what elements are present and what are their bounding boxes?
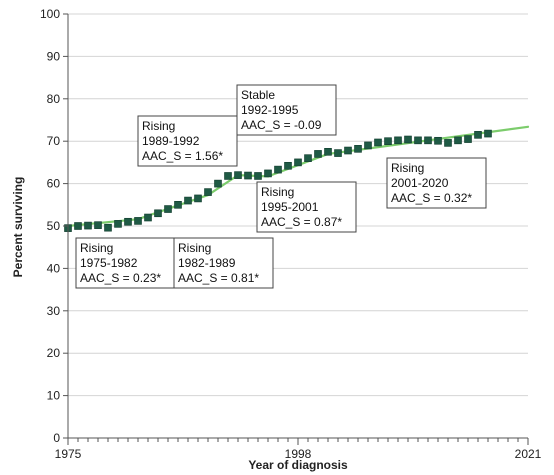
data-point [434, 136, 442, 145]
data-point [214, 179, 222, 188]
y-tick-label-70: 70 [47, 134, 61, 148]
annotation-line: AAC_S = 1.56* [142, 149, 223, 163]
annotation-line: AAC_S = 0.23* [80, 271, 161, 285]
annotation-frame [137, 115, 238, 167]
data-point [404, 135, 412, 144]
data-point [234, 171, 242, 179]
y-tick-label-60: 60 [47, 177, 61, 191]
data-point [164, 205, 172, 213]
data-point [424, 136, 432, 145]
data-point [194, 194, 202, 203]
annotation-line: Rising [80, 241, 113, 255]
annotation-line: Rising [178, 241, 211, 255]
data-point [94, 221, 102, 229]
data-point [484, 129, 492, 138]
data-point [354, 145, 362, 153]
x-tick-label-1975: 1975 [55, 447, 82, 461]
annotation-line: Rising [261, 185, 294, 199]
data-point [264, 169, 272, 178]
y-tick-label-0: 0 [53, 431, 60, 445]
y-tick-label-30: 30 [47, 304, 61, 318]
data-point [254, 172, 262, 180]
data-point [134, 217, 142, 225]
data-point [394, 136, 402, 145]
x-tick-label-2021: 2021 [515, 447, 542, 461]
data-point [124, 217, 132, 226]
annotation-line: 1982-1989 [178, 256, 236, 270]
y-tick-label-90: 90 [47, 49, 61, 63]
annotation-line: 1975-1982 [80, 256, 138, 270]
data-point [144, 213, 152, 222]
data-point [384, 137, 392, 145]
annotation-line: AAC_S = -0.09 [241, 118, 322, 132]
data-point [284, 161, 292, 170]
annotation-line: 1992-1995 [241, 103, 299, 117]
data-point [414, 136, 422, 145]
annotation-line: Rising [142, 119, 175, 133]
axes: 0 10 20 30 40 50 60 70 80 90 100 1975 1998 2021 [40, 7, 542, 461]
data-point [204, 188, 212, 196]
y-tick-label-80: 80 [47, 92, 61, 106]
data-point [304, 154, 312, 162]
data-point [454, 136, 462, 145]
data-point [294, 158, 302, 167]
data-point [444, 139, 452, 147]
data-point [74, 222, 82, 230]
data-point [474, 131, 482, 139]
x-tick-label-1998: 1998 [285, 447, 312, 461]
annotation-line: Stable [241, 88, 275, 102]
data-point [154, 209, 162, 218]
data-point [184, 196, 192, 205]
annotation-frame [236, 84, 337, 136]
data-point [174, 201, 182, 209]
y-tick-label-100: 100 [40, 7, 60, 21]
x-axis-title: Year of diagnosis [248, 458, 348, 472]
annotation-line: AAC_S = 0.32* [391, 191, 472, 205]
fit-segment-4 [236, 174, 270, 178]
annotation-frame [256, 181, 357, 233]
fit-segment-3 [206, 174, 240, 197]
annotation-line: Rising [391, 161, 424, 175]
y-tick-label-20: 20 [47, 346, 61, 360]
data-point [324, 148, 332, 156]
data-point [114, 220, 122, 228]
data-point [274, 165, 282, 174]
annotation-frame [386, 157, 487, 209]
data-point [464, 135, 472, 143]
data-point [244, 171, 252, 180]
annotation-line: AAC_S = 0.87* [261, 215, 342, 229]
annotation-line: 1995-2001 [261, 200, 319, 214]
data-point [364, 141, 372, 150]
annotation-line: 2001-2020 [391, 176, 449, 190]
data-point [344, 146, 352, 155]
data-point [374, 138, 382, 147]
data-point [84, 221, 92, 230]
data-point [334, 149, 342, 157]
annotation-line: 1989-1992 [142, 134, 200, 148]
data-point [224, 172, 232, 180]
data-point [314, 150, 322, 158]
y-tick-label-50: 50 [47, 219, 61, 233]
annotation-frame [173, 237, 274, 289]
y-axis-title: Percent surviving [11, 177, 25, 278]
data-markers [64, 129, 492, 232]
y-tick-label-40: 40 [47, 261, 61, 275]
data-point [104, 223, 112, 232]
annotation-line: AAC_S = 0.81* [178, 271, 259, 285]
annotation-frame [75, 237, 176, 289]
y-tick-label-10: 10 [47, 389, 61, 403]
